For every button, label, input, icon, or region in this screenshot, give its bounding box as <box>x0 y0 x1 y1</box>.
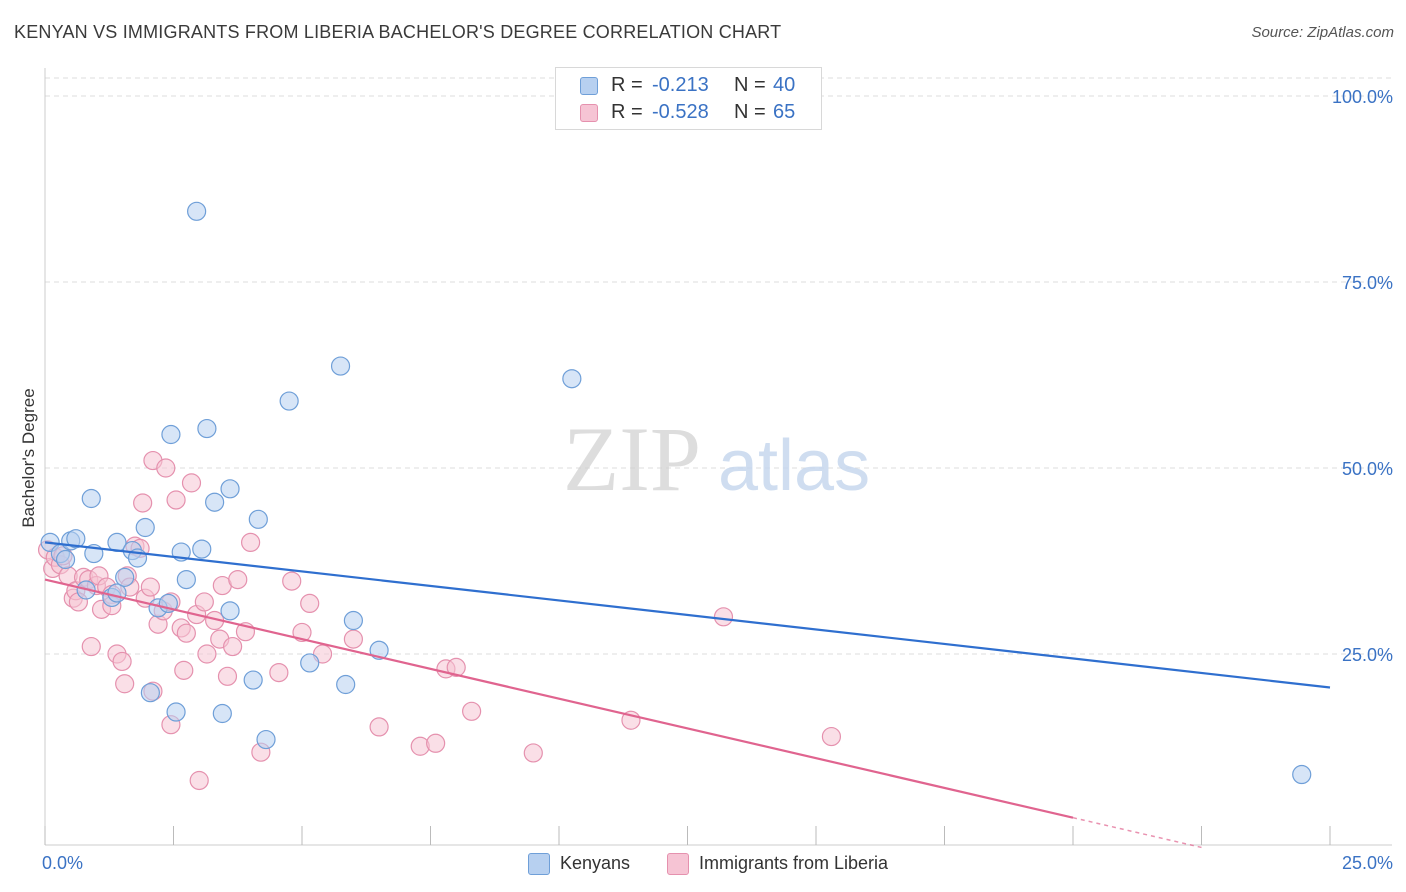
data-point <box>369 640 389 660</box>
y-tick-label: 75.0% <box>1342 273 1393 293</box>
data-point <box>336 674 356 695</box>
data-point <box>181 473 202 493</box>
data-point <box>166 702 186 722</box>
data-point <box>241 532 261 553</box>
y-tick-label: 100.0% <box>1332 87 1393 107</box>
r-label: R = <box>611 101 643 123</box>
data-point <box>462 701 482 721</box>
data-point <box>426 733 446 753</box>
data-point <box>282 571 302 591</box>
trend-lines <box>44 541 1331 849</box>
y-tick-label: 25.0% <box>1342 645 1393 665</box>
watermark-zip: ZIP <box>563 408 701 510</box>
grid-lines <box>45 77 1392 655</box>
r-value: -0.528 <box>652 101 709 123</box>
data-point <box>1292 764 1312 785</box>
data-point <box>194 592 214 612</box>
data-point <box>135 517 155 538</box>
data-point <box>269 662 289 683</box>
chart-title: KENYAN VS IMMIGRANTS FROM LIBERIA BACHEL… <box>14 22 782 42</box>
data-point <box>176 569 196 590</box>
data-point <box>562 369 582 389</box>
kenyans-legend-swatch <box>528 853 550 875</box>
axes <box>44 68 1392 846</box>
data-point <box>300 593 320 614</box>
data-point <box>112 651 132 672</box>
data-point <box>81 636 101 657</box>
data-point <box>66 529 86 549</box>
data-point <box>115 567 135 587</box>
data-point <box>115 674 135 694</box>
source-credit: Source: ZipAtlas.com <box>1251 24 1394 41</box>
data-point <box>821 726 842 747</box>
data-point <box>140 577 160 597</box>
data-point <box>205 492 225 512</box>
data-point <box>523 743 543 763</box>
data-point <box>192 539 212 559</box>
data-point <box>300 653 320 673</box>
data-point <box>220 479 240 499</box>
legend-label-liberia: Immigrants from Liberia <box>699 853 889 873</box>
watermark-atlas: atlas <box>718 426 870 506</box>
data-point <box>217 666 238 686</box>
data-point <box>713 607 734 627</box>
stats-legend: R = -0.213 N = 40 R = -0.528 N = 65 <box>555 67 822 130</box>
data-point <box>256 729 276 750</box>
data-point <box>81 488 101 509</box>
kenyans-swatch <box>580 77 598 95</box>
data-point <box>189 770 209 791</box>
data-point <box>228 569 248 590</box>
data-point <box>166 490 186 510</box>
data-point <box>176 623 196 643</box>
data-point <box>133 493 153 513</box>
data-point <box>156 458 176 478</box>
tick-labels: 25.0% 50.0% 75.0% 100.0% 0.0% 25.0% <box>42 87 1393 873</box>
y-axis-label: Bachelor's Degree <box>19 388 38 527</box>
data-point <box>212 703 232 724</box>
data-point <box>243 670 263 690</box>
data-point <box>330 356 351 376</box>
liberia-legend-swatch <box>667 853 689 875</box>
trend-line-liberia-extension <box>1072 816 1202 849</box>
n-label: N = <box>734 74 766 96</box>
n-label: N = <box>734 101 766 123</box>
n-value: 40 <box>773 74 796 96</box>
trend-line-liberia <box>44 578 1074 819</box>
data-point <box>55 549 76 570</box>
data-point <box>187 201 207 221</box>
data-point <box>140 683 160 703</box>
liberia-swatch <box>580 104 598 122</box>
data-point <box>248 509 268 529</box>
data-point <box>174 660 194 680</box>
watermark: ZIP atlas <box>563 408 870 510</box>
data-point <box>446 657 466 677</box>
r-label: R = <box>611 74 643 96</box>
data-point <box>343 610 363 631</box>
data-point <box>197 644 217 664</box>
x-tick-label: 0.0% <box>42 853 83 873</box>
data-point <box>369 717 389 737</box>
data-point <box>292 622 312 643</box>
r-value: -0.213 <box>652 74 709 96</box>
data-point <box>161 424 181 445</box>
data-point <box>279 391 299 411</box>
x-tick-label: 25.0% <box>1342 853 1393 873</box>
trend-line-kenyans <box>44 541 1331 689</box>
data-point <box>197 418 217 439</box>
y-tick-label: 50.0% <box>1342 459 1393 479</box>
legend-label-kenyans: Kenyans <box>560 853 631 873</box>
data-point <box>220 601 240 621</box>
data-point <box>223 636 243 657</box>
data-point <box>343 629 363 649</box>
n-value: 65 <box>773 101 796 123</box>
